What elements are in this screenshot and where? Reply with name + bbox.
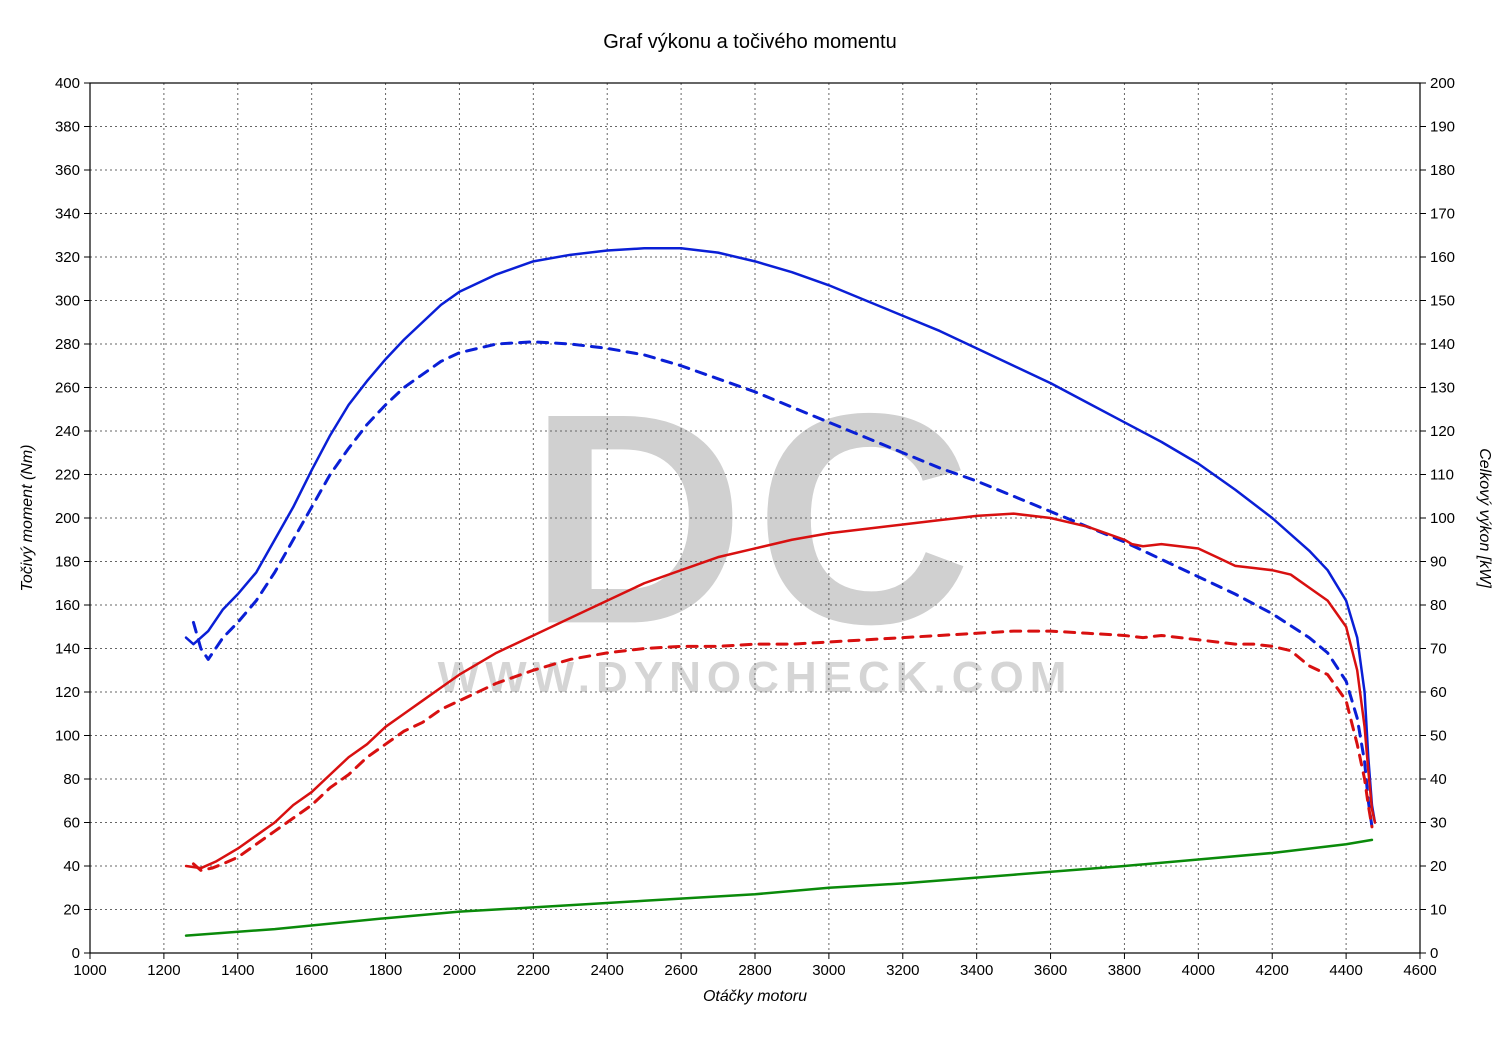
y-left-tick-label: 160 bbox=[55, 597, 80, 614]
x-tick-label: 1000 bbox=[73, 962, 106, 979]
y-right-tick-label: 120 bbox=[1430, 423, 1455, 440]
chart-title: Graf výkonu a točivého momentu bbox=[603, 31, 896, 53]
y-left-tick-label: 300 bbox=[55, 293, 80, 310]
y-left-tick-label: 240 bbox=[55, 423, 80, 440]
y-left-tick-label: 380 bbox=[55, 119, 80, 136]
x-tick-label: 1600 bbox=[295, 962, 328, 979]
x-tick-label: 3000 bbox=[812, 962, 845, 979]
y-left-axis-label: Točivý moment (Nm) bbox=[19, 445, 36, 592]
x-tick-label: 1800 bbox=[369, 962, 402, 979]
y-left-tick-label: 200 bbox=[55, 510, 80, 527]
y-right-tick-label: 10 bbox=[1430, 902, 1447, 919]
x-tick-label: 3600 bbox=[1034, 962, 1067, 979]
x-tick-label: 4400 bbox=[1329, 962, 1362, 979]
y-left-tick-label: 340 bbox=[55, 206, 80, 223]
y-left-tick-label: 140 bbox=[55, 641, 80, 658]
x-tick-label: 2600 bbox=[664, 962, 697, 979]
y-right-tick-label: 20 bbox=[1430, 858, 1447, 875]
y-right-tick-label: 40 bbox=[1430, 771, 1447, 788]
x-tick-label: 3800 bbox=[1108, 962, 1141, 979]
y-left-tick-label: 20 bbox=[63, 902, 80, 919]
y-left-tick-label: 360 bbox=[55, 162, 80, 179]
x-tick-label: 1400 bbox=[221, 962, 254, 979]
y-right-tick-label: 30 bbox=[1430, 815, 1447, 832]
x-tick-label: 4200 bbox=[1256, 962, 1289, 979]
y-left-tick-label: 100 bbox=[55, 728, 80, 745]
x-tick-label: 2800 bbox=[738, 962, 771, 979]
y-right-tick-label: 60 bbox=[1430, 684, 1447, 701]
y-left-tick-label: 320 bbox=[55, 249, 80, 266]
x-tick-label: 3200 bbox=[886, 962, 919, 979]
y-left-tick-label: 280 bbox=[55, 336, 80, 353]
y-left-tick-label: 260 bbox=[55, 380, 80, 397]
y-right-tick-label: 130 bbox=[1430, 380, 1455, 397]
y-left-tick-label: 180 bbox=[55, 554, 80, 571]
y-left-tick-label: 60 bbox=[63, 815, 80, 832]
y-right-tick-label: 150 bbox=[1430, 293, 1455, 310]
y-right-tick-label: 160 bbox=[1430, 249, 1455, 266]
x-tick-label: 2200 bbox=[517, 962, 550, 979]
y-right-tick-label: 0 bbox=[1430, 945, 1438, 962]
x-tick-label: 3400 bbox=[960, 962, 993, 979]
dyno-chart: DCWWW.DYNOCHECK.COM100012001400160018002… bbox=[0, 0, 1500, 1041]
x-tick-label: 4000 bbox=[1182, 962, 1215, 979]
y-right-tick-label: 100 bbox=[1430, 510, 1455, 527]
y-right-tick-label: 50 bbox=[1430, 728, 1447, 745]
y-right-axis-label: Celkový výkon [kW] bbox=[1476, 448, 1493, 588]
y-left-tick-label: 0 bbox=[72, 945, 80, 962]
y-right-tick-label: 110 bbox=[1430, 467, 1454, 484]
y-left-tick-label: 220 bbox=[55, 467, 80, 484]
y-right-tick-label: 180 bbox=[1430, 162, 1455, 179]
y-right-tick-label: 170 bbox=[1430, 206, 1455, 223]
y-right-tick-label: 90 bbox=[1430, 554, 1447, 571]
y-left-tick-label: 400 bbox=[55, 75, 80, 92]
x-axis-label: Otáčky motoru bbox=[703, 988, 807, 1005]
x-tick-label: 2000 bbox=[443, 962, 476, 979]
y-left-tick-label: 80 bbox=[63, 771, 80, 788]
y-right-tick-label: 80 bbox=[1430, 597, 1447, 614]
chart-svg: DCWWW.DYNOCHECK.COM100012001400160018002… bbox=[0, 0, 1500, 1041]
y-right-tick-label: 140 bbox=[1430, 336, 1455, 353]
x-tick-label: 4600 bbox=[1403, 962, 1436, 979]
y-right-tick-label: 190 bbox=[1430, 119, 1455, 136]
y-left-tick-label: 40 bbox=[63, 858, 80, 875]
x-tick-label: 1200 bbox=[147, 962, 180, 979]
y-right-tick-label: 70 bbox=[1430, 641, 1447, 658]
y-right-tick-label: 200 bbox=[1430, 75, 1455, 92]
x-tick-label: 2400 bbox=[591, 962, 624, 979]
y-left-tick-label: 120 bbox=[55, 684, 80, 701]
